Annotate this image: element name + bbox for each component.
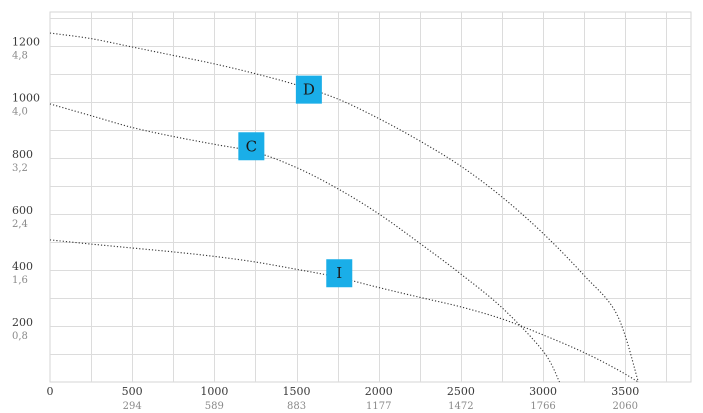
curve-labels: D C I: [238, 75, 353, 288]
y-tick-label-secondary: 1,6: [12, 275, 28, 286]
y-tick-label: 400: [12, 260, 33, 273]
curve-label-badge: [295, 75, 322, 104]
y-tick-label-secondary: 4,8: [12, 51, 28, 62]
y-tick-label-secondary: 2,4: [12, 219, 28, 230]
curve-label-i: I: [326, 259, 353, 288]
curve-c: [49, 103, 560, 383]
y-axis-ticks: 200 0,8 400 1,6 600 2,4 800 3,2 1000 4,0 1200 4,8: [12, 36, 40, 342]
curve-label-badge: [238, 132, 265, 161]
x-tick-label: 1000: [200, 385, 228, 398]
x-tick-label: 1500: [283, 385, 311, 398]
y-tick-label: 600: [12, 204, 33, 217]
x-tick-label-secondary: 2060: [613, 401, 638, 412]
curves: [49, 32, 639, 383]
x-tick-label-secondary: 1766: [530, 401, 555, 412]
x-tick-label: 2000: [365, 385, 393, 398]
curve-label-d: D: [295, 75, 322, 104]
x-tick-label-secondary: 294: [123, 401, 142, 412]
x-tick-label: 0: [47, 385, 54, 398]
x-tick-label: 500: [122, 385, 143, 398]
y-tick-label: 800: [12, 148, 33, 161]
curve-label-badge: [326, 259, 353, 288]
y-tick-label-secondary: 0,8: [12, 331, 28, 342]
x-tick-label-secondary: 883: [287, 401, 306, 412]
x-tick-label: 3000: [529, 385, 557, 398]
curve-i: [49, 239, 639, 383]
y-tick-label-secondary: 4,0: [12, 107, 28, 118]
y-tick-label: 1000: [12, 92, 40, 105]
x-tick-label: 2500: [447, 385, 475, 398]
curve-label-c: C: [238, 132, 265, 161]
grid: [50, 12, 691, 382]
x-tick-label-secondary: 589: [205, 401, 224, 412]
y-tick-label-secondary: 3,2: [12, 163, 28, 174]
curve-label-text: I: [336, 264, 342, 282]
curve-d: [49, 32, 639, 383]
y-tick-label: 1200: [12, 36, 40, 49]
curve-label-text: D: [303, 81, 315, 99]
x-tick-label-secondary: 1472: [448, 401, 473, 412]
curve-label-text: C: [246, 137, 257, 155]
x-axis-ticks: 0 500 294 1000 589 1500 883 2000 1177 2500 1472 300…: [47, 385, 640, 412]
y-tick-label: 200: [12, 316, 33, 329]
x-tick-label-secondary: 1177: [366, 401, 391, 412]
x-tick-label: 3500: [611, 385, 639, 398]
